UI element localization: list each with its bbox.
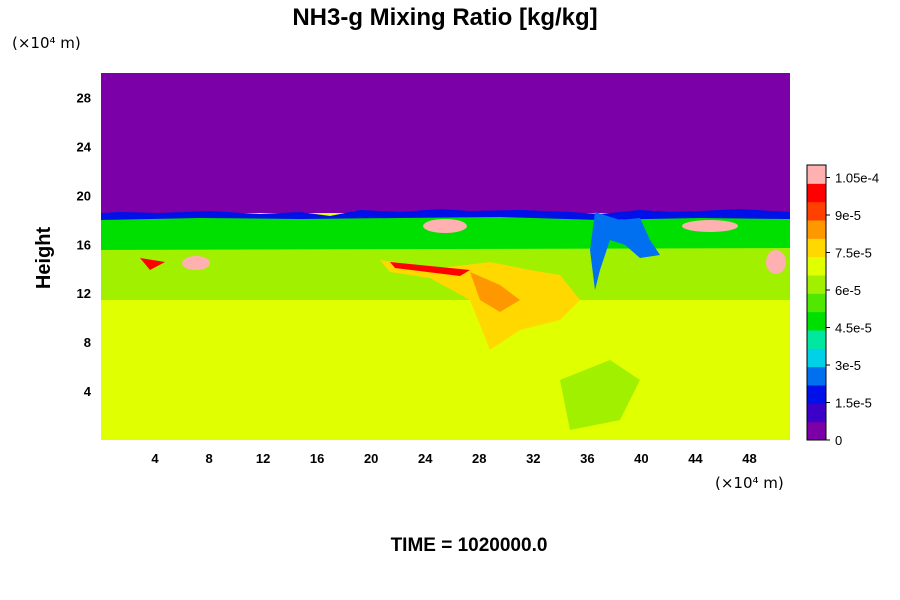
high-concentration-band [390, 262, 470, 276]
y-axis-ticks: 4 8 12 16 20 24 28 [77, 90, 92, 399]
y-axis-unit: (×10⁴ m) [12, 34, 81, 52]
downdraft-feature [590, 212, 660, 290]
y-tick-label: 16 [77, 237, 91, 252]
colorbar-segment [807, 275, 826, 294]
y-tick-label: 20 [77, 188, 91, 203]
peak-patch-center [423, 219, 467, 233]
x-tick-label: 8 [205, 451, 212, 466]
y-axis-label: Height [33, 227, 55, 290]
colorbar-tick-label: 9e-5 [835, 208, 861, 223]
x-tick-label: 32 [526, 451, 540, 466]
x-tick-label: 12 [256, 451, 270, 466]
peak-patch-east [682, 220, 738, 232]
x-tick-label: 16 [310, 451, 324, 466]
chart-title: NH3-g Mixing Ratio [kg/kg] [292, 4, 597, 31]
y-tick-label: 12 [77, 286, 91, 301]
peak-patch-edge [766, 250, 786, 274]
colorbar-segment [807, 330, 826, 349]
y-tick-label: 24 [77, 139, 92, 154]
x-tick-label: 28 [472, 451, 486, 466]
colorbar-segment [807, 165, 826, 184]
colorbar-segment [807, 256, 826, 276]
colorbar-segment [807, 348, 826, 368]
x-tick-label: 24 [418, 451, 433, 466]
plume-core [470, 272, 520, 312]
high-concentration-band-west [140, 258, 165, 270]
colorbar-tick-label: 7.5e-5 [835, 246, 872, 261]
colorbar-segment [807, 220, 826, 239]
colorbar-segment [807, 201, 826, 221]
x-tick-label: 36 [580, 451, 594, 466]
x-tick-label: 20 [364, 451, 378, 466]
colorbar-segment [807, 238, 826, 258]
colorbar-tick-label: 1.5e-5 [835, 396, 872, 411]
colorbar-segment [807, 311, 826, 331]
lower-mixing-field [560, 360, 640, 430]
x-axis-ticks: 4 8 12 16 20 24 28 32 36 40 44 48 [151, 451, 756, 466]
colorbar-ticks: 0 1.5e-5 3e-5 4.5e-5 6e-5 7.5e-5 9e-5 1.05e-4 [826, 171, 879, 448]
colorbar-segment [807, 293, 826, 313]
colorbar-segment [807, 385, 826, 404]
field-layers [101, 73, 790, 440]
colorbar [806, 164, 827, 441]
colorbar-segment [807, 403, 826, 423]
colorbar-tick-label: 6e-5 [835, 283, 861, 298]
y-tick-label: 28 [77, 90, 91, 105]
x-axis-unit: (×10⁴ m) [715, 474, 784, 492]
colorbar-segment [807, 183, 826, 203]
x-tick-label: 40 [634, 451, 648, 466]
x-tick-label: 44 [688, 451, 703, 466]
upper-layer-field [101, 73, 790, 213]
colorbar-tick-label: 3e-5 [835, 358, 861, 373]
plot-area [101, 73, 790, 440]
y-tick-label: 8 [84, 335, 91, 350]
colorbar-tick-label: 1.05e-4 [835, 171, 879, 186]
colorbar-segment [807, 421, 826, 441]
colorbar-segment [807, 366, 826, 386]
colorbar-tick-label: 0 [835, 433, 842, 448]
x-tick-label: 48 [742, 451, 756, 466]
peak-patch-west [182, 256, 210, 270]
y-tick-label: 4 [84, 384, 92, 399]
plume-field [380, 260, 580, 350]
colorbar-tick-label: 4.5e-5 [835, 321, 872, 336]
time-annotation: TIME = 1020000.0 [391, 535, 548, 556]
x-tick-label: 4 [151, 451, 159, 466]
colorbar-frame [806, 164, 827, 441]
